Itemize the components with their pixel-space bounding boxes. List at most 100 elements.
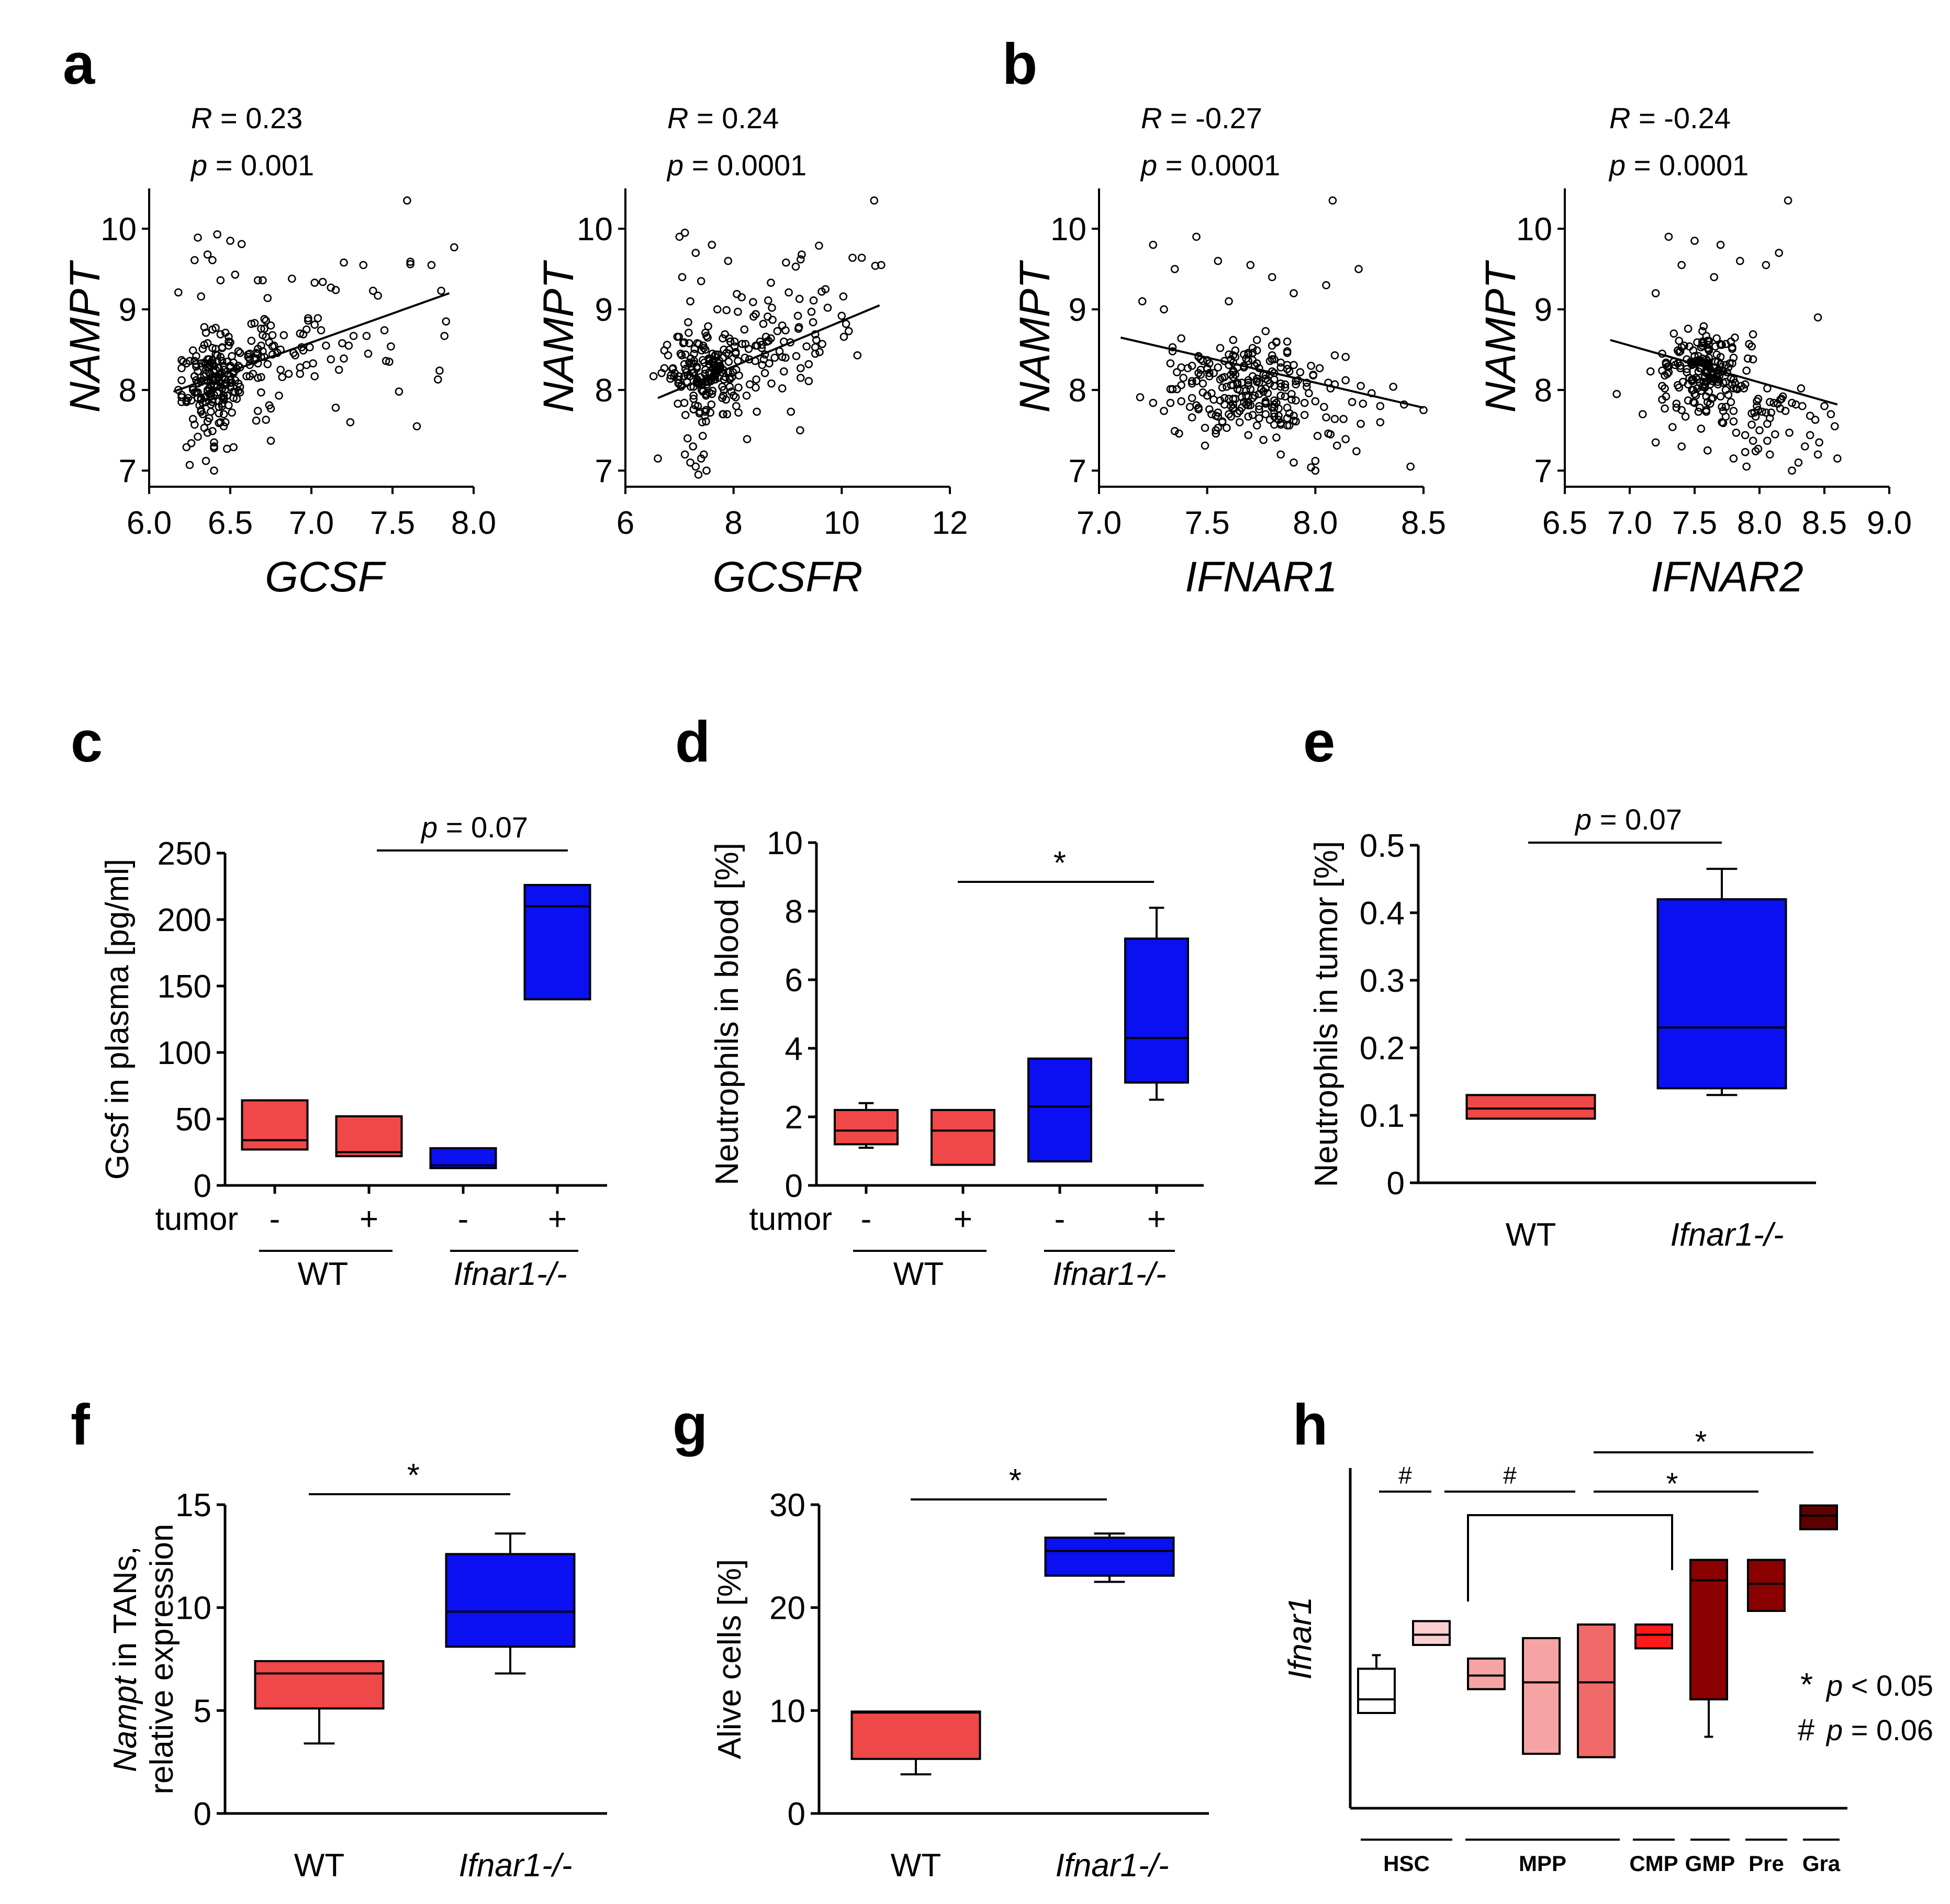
scatter-point: [257, 324, 265, 333]
scatter-point: [649, 372, 658, 380]
scatter-point: [1283, 347, 1292, 356]
scatter-point: [714, 374, 723, 382]
scatter-point: [1149, 240, 1158, 249]
scatter-point: [216, 330, 225, 339]
scatter-point: [670, 372, 678, 380]
scatter-point: [1320, 402, 1328, 411]
box: [241, 1099, 309, 1151]
scatter-point: [1244, 398, 1252, 407]
scatter-point: [1276, 379, 1285, 388]
scatter-point: [678, 273, 687, 282]
scatter-point: [203, 428, 212, 437]
scatter-point: [807, 307, 816, 316]
scatter-point: [675, 372, 683, 380]
scatter-point: [1354, 265, 1363, 273]
scatter-point: [190, 256, 199, 264]
scatter-point: [244, 353, 252, 361]
scatter-point: [322, 341, 330, 350]
scatter-point: [664, 351, 673, 360]
scatter-point: [1235, 386, 1244, 394]
scatter-point: [701, 328, 710, 337]
scatter-point: [1216, 344, 1225, 352]
scatter-point: [778, 321, 787, 330]
scatter-point: [1706, 380, 1714, 389]
scatter-point: [225, 401, 233, 410]
scatter-point: [331, 404, 340, 412]
scatter-point: [284, 369, 293, 378]
x-tick-label: 8.5: [1401, 505, 1446, 541]
scatter-point: [228, 352, 236, 361]
scatter-point: [1332, 441, 1341, 450]
scatter-point: [253, 407, 262, 416]
y-axis-title-gene: Nampt: [107, 1675, 143, 1772]
scatter-point: [349, 332, 358, 340]
scatter-point: [722, 395, 730, 404]
x-tick-label: 7.0: [1607, 505, 1652, 541]
scatter-point: [192, 360, 200, 368]
group-label-wt: WT: [893, 1256, 944, 1292]
scatter-point: [442, 317, 451, 326]
scatter-panel-gcsfr: 6 8 10 12 7 8 9 10 GCSFR NAMPT R = 0.24 p = 0.0001: [535, 102, 968, 601]
scatter-point: [734, 383, 743, 392]
box: [1044, 1536, 1175, 1577]
scatter-point: [798, 250, 806, 259]
scatter-point: [380, 326, 389, 334]
box: [850, 1710, 981, 1760]
box: [1747, 1559, 1786, 1612]
scatter-point: [291, 351, 299, 360]
scatter-point: [702, 406, 710, 415]
scatter-point: [229, 443, 238, 452]
scatter-point: [679, 339, 688, 348]
group-label-ifnar1: Ifnar1-/-: [453, 1256, 567, 1292]
scatter-point: [686, 297, 694, 306]
scatter-point: [1701, 380, 1709, 389]
scatter-point: [1612, 389, 1621, 398]
scatter-point: [694, 471, 703, 479]
scatter-point: [845, 327, 853, 335]
scatter-point: [1283, 337, 1292, 346]
scatter-point: [1661, 384, 1669, 393]
scatter-point: [1270, 409, 1279, 418]
scatter-point: [1187, 377, 1196, 386]
scatter-point: [1699, 322, 1708, 331]
scatter-point: [1311, 466, 1320, 475]
scatter-point: [340, 258, 348, 267]
scatter-point: [791, 262, 800, 271]
box: [254, 1660, 385, 1710]
x-tick-label: 7.5: [370, 505, 415, 541]
group-label-hsc: HSC: [1383, 1851, 1430, 1876]
y-tick-label: 2: [785, 1100, 803, 1136]
scatter-point: [1639, 410, 1647, 419]
scatter-point: [1287, 395, 1296, 404]
scatter-point: [1214, 256, 1223, 265]
scatter-point: [1681, 412, 1690, 421]
x-tick-label: 6.0: [127, 505, 172, 541]
scatter-point: [403, 196, 411, 205]
scatter-point: [654, 454, 662, 463]
scatter-point: [1716, 340, 1725, 349]
scatter-point: [1728, 343, 1736, 352]
scatter-point: [1270, 355, 1279, 364]
scatter-point: [406, 257, 414, 266]
scatter-point: [1218, 383, 1227, 392]
scatter-point: [700, 344, 708, 352]
scatter-point: [1341, 353, 1350, 361]
scatter-point: [1702, 407, 1711, 416]
scatter-point: [1307, 362, 1315, 370]
scatter-point: [1283, 414, 1292, 422]
scatter-point: [263, 294, 272, 303]
scatter-point: [182, 443, 191, 452]
scatter-point: [780, 367, 788, 376]
scatter-point: [752, 310, 760, 319]
scatter-point: [1285, 421, 1294, 430]
scatter-point: [1731, 378, 1739, 387]
scatter-point: [185, 461, 194, 469]
scatter-point: [680, 398, 689, 407]
scatter-point: [252, 416, 261, 425]
scatter-point: [1205, 405, 1214, 413]
scatter-point: [1754, 444, 1763, 453]
scatter-point: [735, 371, 743, 380]
scatter-point: [853, 351, 862, 360]
scatter-point: [450, 243, 458, 252]
